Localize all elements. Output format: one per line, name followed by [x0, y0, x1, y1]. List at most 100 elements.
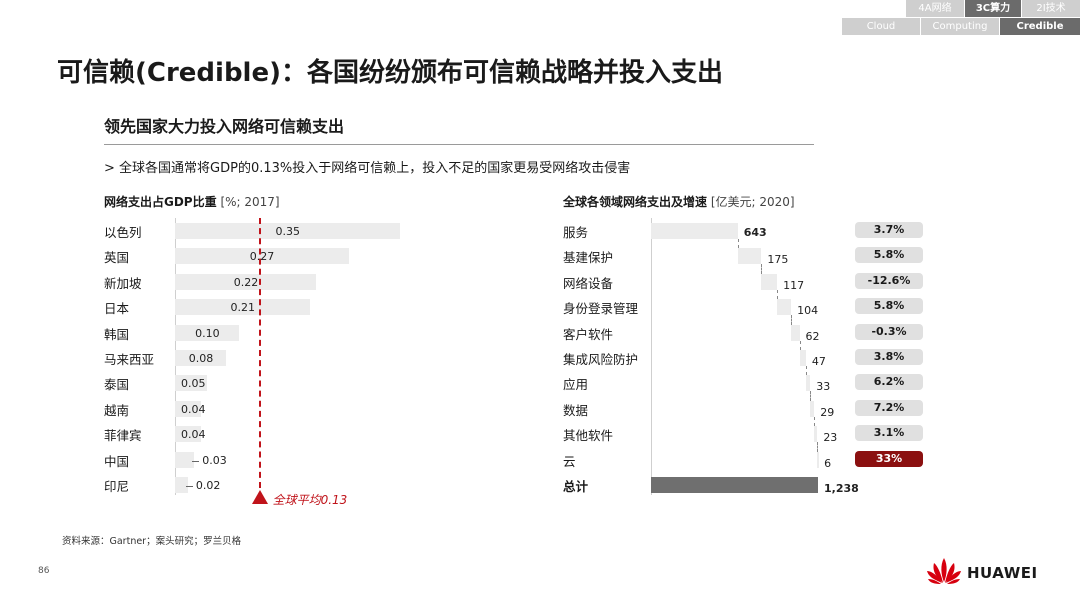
bar — [175, 375, 208, 392]
category-label: 其他软件 — [563, 428, 614, 444]
tab-3c-computing-power[interactable]: 3C算力 — [965, 0, 1021, 17]
data-label: 29 — [820, 405, 835, 419]
leader-line — [192, 460, 200, 462]
connector-line — [737, 239, 739, 249]
right-chart-unit: [亿美元; 2020] — [710, 195, 795, 209]
divider — [104, 144, 814, 145]
bar — [817, 451, 820, 468]
page-title: 可信赖(Credible)：各国纷纷颁布可信赖战略并投入支出 — [57, 58, 723, 88]
tab-computing[interactable]: Computing — [921, 18, 999, 35]
category-label: 越南 — [104, 402, 130, 418]
average-label: 全球平均0.13 — [272, 493, 348, 507]
bar — [175, 324, 240, 341]
data-label: 0.22 — [233, 275, 259, 289]
category-label: 网络设备 — [563, 275, 614, 291]
data-label: 33 — [816, 380, 831, 394]
growth-badge: -12.6% — [855, 272, 923, 289]
data-label: 6 — [824, 456, 832, 470]
bar — [791, 324, 800, 341]
average-line — [258, 218, 261, 488]
category-label: 服务 — [563, 225, 589, 240]
connector-line — [799, 340, 801, 350]
category-label: 客户软件 — [563, 326, 614, 342]
growth-badge: 33% — [855, 450, 923, 467]
connector-line — [814, 416, 816, 427]
data-label: 0.35 — [275, 225, 301, 238]
source-note: 资料来源：Gartner；案头研究；罗兰贝格 — [62, 536, 242, 547]
bar — [737, 248, 762, 265]
bar — [761, 273, 778, 290]
growth-badge: 3.1% — [855, 425, 923, 442]
bar — [814, 426, 818, 443]
bar — [175, 248, 349, 265]
category-label: 新加坡 — [104, 275, 142, 291]
data-label: 0.05 — [181, 377, 206, 391]
growth-badge: -0.3% — [855, 323, 923, 340]
data-label: 643 — [743, 226, 767, 239]
category-label: 应用 — [563, 377, 589, 393]
right-chart-title-text: 全球各领域网络支出及增速 — [563, 195, 708, 209]
left-chart-title-text: 网络支出占GDP比重 — [104, 195, 217, 209]
left-chart-title: 网络支出占GDP比重 [%; 2017] — [104, 193, 280, 210]
data-label: 0.03 — [202, 453, 227, 467]
bar — [175, 350, 227, 366]
connector-line — [791, 315, 793, 325]
key-finding: > 全球各国通常将GDP的0.13%投入于网络可信赖上，投入不足的国家更易受网络… — [104, 161, 631, 176]
data-label: 0.21 — [230, 301, 256, 315]
category-label: 英国 — [104, 250, 130, 266]
data-label: 175 — [767, 253, 789, 267]
tab-credible[interactable]: Credible — [1000, 18, 1080, 35]
connector-line — [817, 442, 819, 452]
growth-badge: 7.2% — [855, 399, 923, 416]
tab-cloud[interactable]: Cloud — [842, 18, 920, 35]
bar — [175, 426, 201, 443]
bar — [175, 477, 188, 493]
bar — [175, 451, 195, 468]
category-label: 韩国 — [104, 326, 130, 342]
bar — [799, 350, 806, 366]
category-label: 日本 — [104, 301, 130, 317]
category-label: 中国 — [104, 453, 130, 469]
brand-name: HUAWEI — [967, 564, 1038, 582]
data-label: 104 — [797, 304, 819, 318]
leader-line — [185, 486, 193, 487]
right-chart-axis — [651, 218, 652, 495]
data-label: 0.08 — [188, 352, 214, 365]
category-label: 印尼 — [104, 479, 130, 494]
data-label: 62 — [805, 329, 820, 343]
bar — [651, 223, 738, 239]
growth-badge: 5.8% — [855, 247, 923, 264]
section-subtitle: 领先国家大力投入网络可信赖支出 — [104, 117, 345, 136]
category-label: 集成风险防护 — [563, 352, 639, 367]
growth-badge: 6.2% — [855, 374, 923, 391]
growth-badge: 3.7% — [855, 222, 923, 238]
category-label: 马来西亚 — [104, 352, 155, 367]
connector-line — [761, 264, 763, 274]
bar — [175, 400, 201, 417]
tab-4a-network[interactable]: 4A网络 — [906, 0, 964, 17]
category-label: 泰国 — [104, 377, 130, 393]
category-label: 以色列 — [104, 225, 142, 240]
page-number: 86 — [38, 566, 50, 576]
tab-2i-technology[interactable]: 2I技术 — [1022, 0, 1080, 17]
total-bar — [651, 477, 818, 493]
bar — [777, 299, 792, 316]
data-label: 1,238 — [824, 482, 859, 495]
category-label: 总计 — [563, 479, 589, 494]
connector-line — [777, 289, 779, 300]
category-label: 身份登录管理 — [563, 301, 639, 317]
data-label: 23 — [823, 431, 838, 445]
category-label: 云 — [563, 453, 576, 469]
left-chart-unit: [%; 2017] — [220, 195, 280, 209]
right-chart-title: 全球各领域网络支出及增速 [亿美元; 2020] — [563, 193, 795, 210]
data-label: 0.27 — [249, 250, 275, 264]
bar — [810, 400, 815, 417]
data-label: 0.04 — [181, 428, 206, 442]
bar — [175, 299, 310, 316]
bar — [175, 223, 400, 239]
category-label: 基建保护 — [563, 250, 614, 266]
connector-line — [810, 391, 812, 401]
huawei-petal-logo-icon — [927, 558, 961, 584]
connector-line — [805, 366, 807, 376]
category-label: 数据 — [563, 402, 589, 418]
